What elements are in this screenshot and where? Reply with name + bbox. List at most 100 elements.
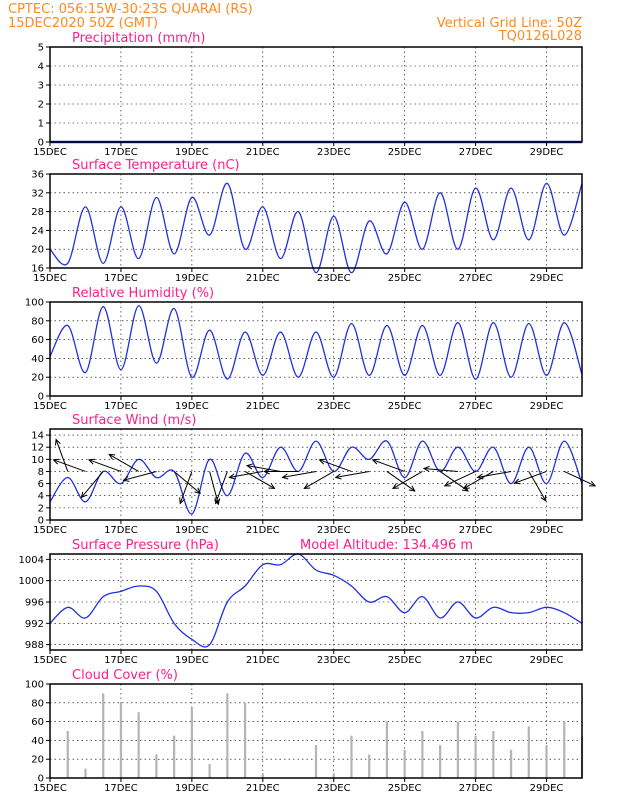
x-tick-label: 27DEC [459, 147, 493, 158]
wind-arrow [244, 471, 276, 490]
cloud-bar [527, 726, 530, 778]
x-tick-label: 15DEC [33, 655, 67, 666]
wind-frame [49, 428, 583, 521]
x-tick-label: 15DEC [33, 401, 67, 412]
cloud-bar [563, 721, 566, 778]
wind-arrow-shaft [215, 471, 228, 504]
x-tick-label: 19DEC [175, 273, 209, 284]
wind-arrow-shaft [173, 471, 201, 494]
y-tick-label: 100 [25, 298, 44, 309]
wind-arrow-shaft [179, 471, 193, 504]
wind-arrow [122, 470, 157, 482]
pressure-line [49, 553, 583, 648]
chart-header: CPTEC: 056:15W-30:23S QUARAI (RS) 15DEC2… [8, 2, 582, 44]
y-tick-label: 1 [38, 119, 44, 130]
wind-arrow-shaft [386, 471, 416, 492]
y-tick-label: 16 [31, 264, 44, 275]
wind-arrow-head [87, 458, 96, 465]
pressure-title: Surface Pressure (hPa) [72, 538, 219, 553]
y-tick-label: 8 [38, 467, 44, 478]
wind-arrow [87, 458, 122, 472]
model-altitude: Model Altitude: 134.496 m [300, 538, 473, 553]
wind-arrow-head [80, 491, 88, 499]
temperature-title: Surface Temperature (nC) [72, 158, 240, 173]
cloud-frame [49, 683, 583, 779]
y-tick-label: 12 [31, 443, 44, 454]
wind-arrow [179, 471, 193, 505]
wind-arrow-head [443, 480, 451, 487]
humidity-frame [49, 301, 583, 397]
x-tick-label: 29DEC [530, 783, 564, 794]
cloud-bar [226, 693, 229, 778]
y-tick-label: 60 [31, 717, 44, 728]
wind-arrow [108, 453, 139, 472]
x-tick-label: 21DEC [246, 783, 280, 794]
x-tick-label: 23DEC [317, 783, 351, 794]
wind-arrow-shaft [282, 470, 317, 478]
wind-arrow-shaft [372, 459, 405, 472]
wind-arrow-shaft [477, 470, 512, 478]
wind-arrow-shaft [108, 454, 139, 472]
x-tick-label: 17DEC [104, 401, 138, 412]
wind-arrow-shaft [335, 470, 370, 478]
y-tick-label: 28 [31, 207, 44, 218]
x-tick-label: 21DEC [246, 525, 280, 536]
precipitation-title: Precipitation (mm/h) [72, 31, 205, 46]
y-tick-label: 40 [31, 736, 44, 747]
cloud-bar [66, 731, 69, 778]
wind-arrow [391, 471, 423, 490]
wind-arrow [173, 471, 202, 495]
x-tick-label: 27DEC [459, 401, 493, 412]
x-tick-label: 17DEC [104, 273, 138, 284]
y-tick-label: 40 [31, 354, 44, 365]
wind-arrow [476, 470, 512, 480]
panel-temperature: 16 20 24 28 32 36 15DEC 17DEC 19DEC 21DEC 23DEC 25D… [31, 158, 583, 284]
y-tick-label: 20 [31, 245, 44, 256]
wind-arrow [245, 463, 281, 472]
wind-arrow [386, 471, 416, 492]
y-tick-label: 996 [25, 598, 44, 609]
y-tick-label: 6 [38, 479, 44, 490]
wind-arrow [214, 471, 228, 505]
wind-arrow-shaft [319, 459, 352, 472]
cloud-bar [421, 731, 424, 778]
x-tick-label: 19DEC [175, 401, 209, 412]
wind-arrow-head [263, 468, 270, 475]
y-tick-label: 0 [38, 516, 44, 527]
cloud-title: Cloud Cover (%) [72, 668, 178, 683]
wind-arrow [443, 471, 476, 487]
x-tick-label: 27DEC [459, 273, 493, 284]
wind-arrow [318, 458, 352, 472]
wind-arrow-shaft [514, 470, 547, 484]
wind-arrow-head [281, 473, 289, 480]
cloud-bar [84, 768, 87, 778]
x-tick-label: 29DEC [530, 401, 564, 412]
wind-arrow-head [476, 473, 484, 480]
cloud-bar [545, 745, 548, 778]
wind-arrow-shaft [392, 471, 423, 489]
wind-arrow-shaft [244, 471, 275, 489]
cloud-bar [155, 754, 158, 778]
temperature-frame [49, 173, 583, 269]
x-tick-label: 27DEC [459, 783, 493, 794]
wind-arrow [528, 471, 547, 502]
wind-line [49, 440, 583, 515]
x-tick-label: 25DEC [388, 147, 422, 158]
x-tick-label: 29DEC [530, 655, 564, 666]
wind-arrow-shaft [55, 439, 69, 472]
x-tick-label: 21DEC [246, 401, 280, 412]
x-tick-label: 29DEC [530, 147, 564, 158]
cloud-bar [243, 702, 247, 778]
cloud-bar [456, 721, 459, 778]
wind-arrow-head [318, 458, 326, 465]
y-tick-label: 992 [25, 619, 44, 630]
wind-arrow-shaft [423, 468, 458, 472]
wind-arrow-head [513, 478, 521, 485]
x-tick-label: 21DEC [246, 655, 280, 666]
y-tick-label: 0 [38, 774, 44, 785]
x-tick-label: 25DEC [388, 525, 422, 536]
y-tick-label: 32 [31, 188, 44, 199]
cloud-bar [474, 735, 477, 778]
temperature-line [49, 182, 583, 274]
